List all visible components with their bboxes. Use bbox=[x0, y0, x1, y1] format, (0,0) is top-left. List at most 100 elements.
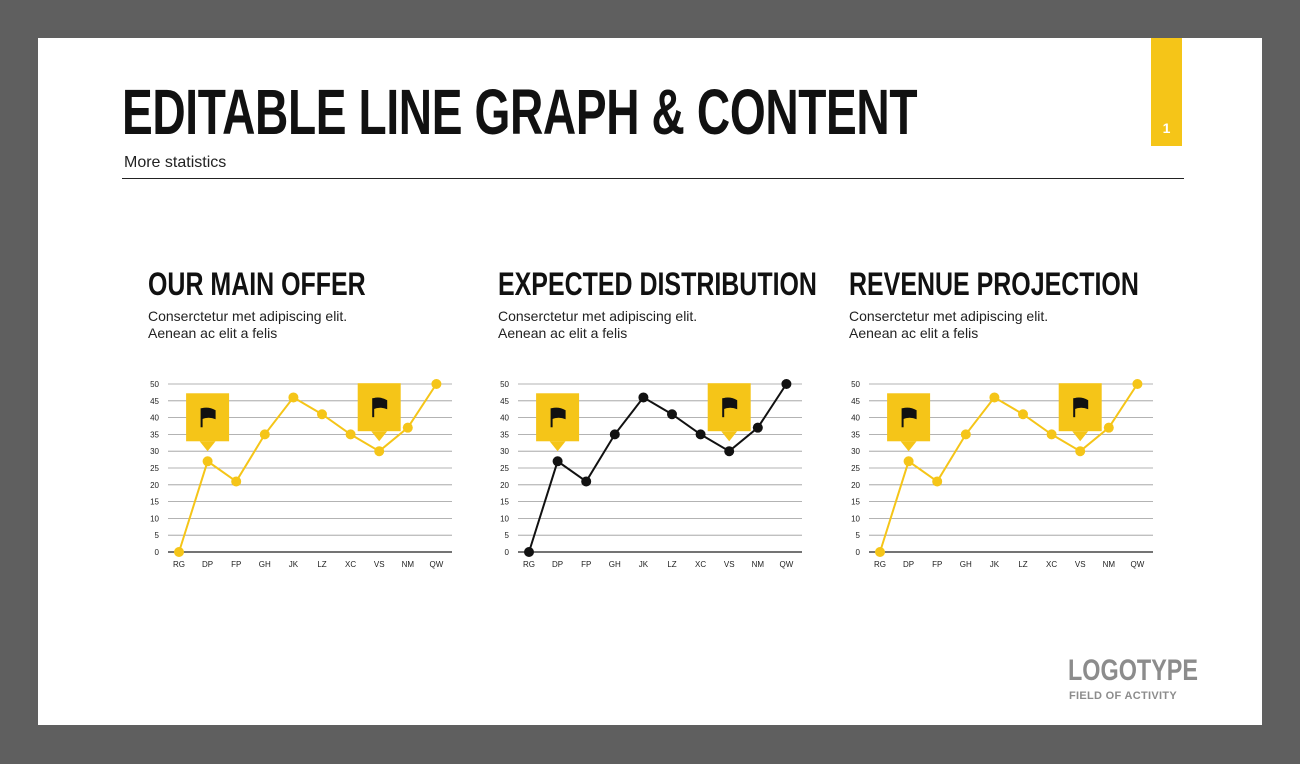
data-point bbox=[1018, 409, 1028, 420]
x-tick-label: DP bbox=[202, 560, 213, 569]
y-tick-label: 50 bbox=[851, 380, 860, 389]
x-tick-label: NM bbox=[752, 560, 765, 569]
data-point bbox=[752, 422, 763, 433]
panel-description-line: Aenean ac elit a felis bbox=[498, 325, 628, 341]
page-title: EDITABLE LINE GRAPH & CONTENT bbox=[122, 76, 918, 148]
y-tick-label: 0 bbox=[155, 548, 160, 557]
callout-pointer bbox=[371, 431, 388, 442]
y-tick-label: 15 bbox=[150, 498, 159, 507]
x-tick-label: JK bbox=[289, 560, 299, 569]
flag-icon bbox=[551, 407, 566, 420]
data-point bbox=[317, 409, 327, 420]
x-tick-label: NM bbox=[402, 560, 415, 569]
x-tick-label: RG bbox=[173, 560, 185, 569]
x-tick-label: VS bbox=[1075, 560, 1086, 569]
panel-description-line: Aenean ac elit a felis bbox=[148, 325, 278, 341]
data-point bbox=[1046, 429, 1057, 440]
x-tick-label: LZ bbox=[317, 560, 326, 569]
flag-callout bbox=[536, 393, 580, 452]
panel-description-line: Aenean ac elit a felis bbox=[849, 325, 979, 341]
series-line bbox=[879, 383, 1139, 553]
x-tick-label: GH bbox=[609, 560, 621, 569]
x-tick-label: LZ bbox=[1018, 560, 1027, 569]
x-tick-label: FP bbox=[932, 560, 942, 569]
x-tick-label: QW bbox=[1131, 560, 1145, 569]
data-point bbox=[638, 392, 649, 403]
flag-callout bbox=[707, 383, 751, 442]
y-tick-label: 20 bbox=[150, 481, 159, 490]
callout-pointer bbox=[549, 441, 566, 452]
logo-subtitle: FIELD OF ACTIVITY bbox=[1069, 690, 1177, 702]
x-tick-label: DP bbox=[903, 560, 914, 569]
flag-callout bbox=[186, 393, 230, 452]
y-tick-label: 10 bbox=[500, 514, 509, 523]
page-number-tab: 1 bbox=[1151, 38, 1182, 146]
data-point bbox=[1075, 446, 1086, 457]
y-tick-label: 25 bbox=[851, 464, 860, 473]
y-tick-label: 25 bbox=[150, 464, 159, 473]
y-tick-label: 15 bbox=[851, 498, 860, 507]
flag-icon bbox=[373, 397, 388, 410]
flag-callout bbox=[887, 393, 931, 452]
data-point bbox=[989, 392, 1000, 403]
page-subtitle: More statistics bbox=[124, 154, 227, 171]
y-tick-label: 35 bbox=[851, 430, 860, 439]
x-tick-label: GH bbox=[259, 560, 271, 569]
y-tick-label: 50 bbox=[150, 380, 159, 389]
line-chart-expected-distribution: 0 5 10 15 20 25 30 35 40 45 50 RG DP FP GH JK LZ XC VS NM QW bbox=[500, 379, 802, 569]
data-point bbox=[581, 476, 592, 487]
data-point bbox=[875, 547, 885, 557]
x-tick-label: XC bbox=[1046, 560, 1057, 569]
y-tick-label: 50 bbox=[500, 380, 509, 389]
data-point bbox=[431, 379, 442, 389]
callout-pointer bbox=[1072, 431, 1089, 442]
y-tick-label: 10 bbox=[150, 514, 159, 523]
x-tick-label: JK bbox=[990, 560, 1000, 569]
x-tick-label: GH bbox=[960, 560, 972, 569]
panel-title: OUR MAIN OFFER bbox=[148, 266, 366, 302]
x-tick-label: LZ bbox=[667, 560, 676, 569]
y-tick-label: 10 bbox=[851, 514, 860, 523]
panel-revenue-projection: REVENUE PROJECTION Conserctetur met adip… bbox=[849, 268, 1179, 342]
y-tick-label: 35 bbox=[150, 430, 159, 439]
slide: 1 EDITABLE LINE GRAPH & CONTENT More sta… bbox=[38, 38, 1262, 725]
x-tick-label: XC bbox=[345, 560, 356, 569]
panel-description: Conserctetur met adipiscing elit. Aenean… bbox=[849, 308, 1179, 342]
y-tick-label: 15 bbox=[500, 498, 509, 507]
panel-description: Conserctetur met adipiscing elit. Aenean… bbox=[148, 308, 478, 342]
data-point bbox=[903, 456, 914, 467]
x-tick-label: NM bbox=[1103, 560, 1116, 569]
line-chart-revenue-projection: 0 5 10 15 20 25 30 35 40 45 50 RG DP FP GH JK LZ XC VS NM QW bbox=[851, 379, 1153, 569]
flag-icon bbox=[1074, 397, 1089, 410]
callout-pointer bbox=[900, 441, 917, 452]
flag-icon bbox=[201, 407, 216, 420]
data-point bbox=[202, 456, 213, 467]
data-point bbox=[231, 476, 242, 487]
callout-pointer bbox=[199, 441, 216, 452]
panel-description-line: Conserctetur met adipiscing elit. bbox=[849, 308, 1049, 324]
y-tick-label: 30 bbox=[500, 447, 509, 456]
data-point bbox=[1132, 379, 1143, 389]
data-point bbox=[402, 422, 413, 433]
y-tick-label: 5 bbox=[155, 531, 160, 540]
data-point bbox=[524, 547, 534, 557]
y-tick-label: 5 bbox=[856, 531, 861, 540]
x-tick-label: RG bbox=[523, 560, 535, 569]
series-line bbox=[178, 383, 438, 553]
x-tick-label: QW bbox=[780, 560, 794, 569]
data-point bbox=[932, 476, 943, 487]
data-point bbox=[374, 446, 385, 457]
flag-icon bbox=[723, 397, 738, 410]
flag-icon bbox=[902, 407, 917, 420]
data-point bbox=[552, 456, 563, 467]
x-tick-label: JK bbox=[639, 560, 649, 569]
line-chart-main-offer: 0 5 10 15 20 25 30 35 40 45 50 RG DP FP GH JK LZ XC VS NM QW bbox=[150, 379, 452, 569]
flag-callout bbox=[1058, 383, 1102, 442]
x-tick-label: VS bbox=[374, 560, 385, 569]
panel-title: REVENUE PROJECTION bbox=[849, 266, 1139, 302]
x-tick-label: DP bbox=[552, 560, 563, 569]
title-divider bbox=[122, 178, 1184, 179]
panel-main-offer: OUR MAIN OFFER Conserctetur met adipisci… bbox=[148, 268, 478, 342]
data-point bbox=[781, 379, 792, 389]
x-tick-label: RG bbox=[874, 560, 886, 569]
